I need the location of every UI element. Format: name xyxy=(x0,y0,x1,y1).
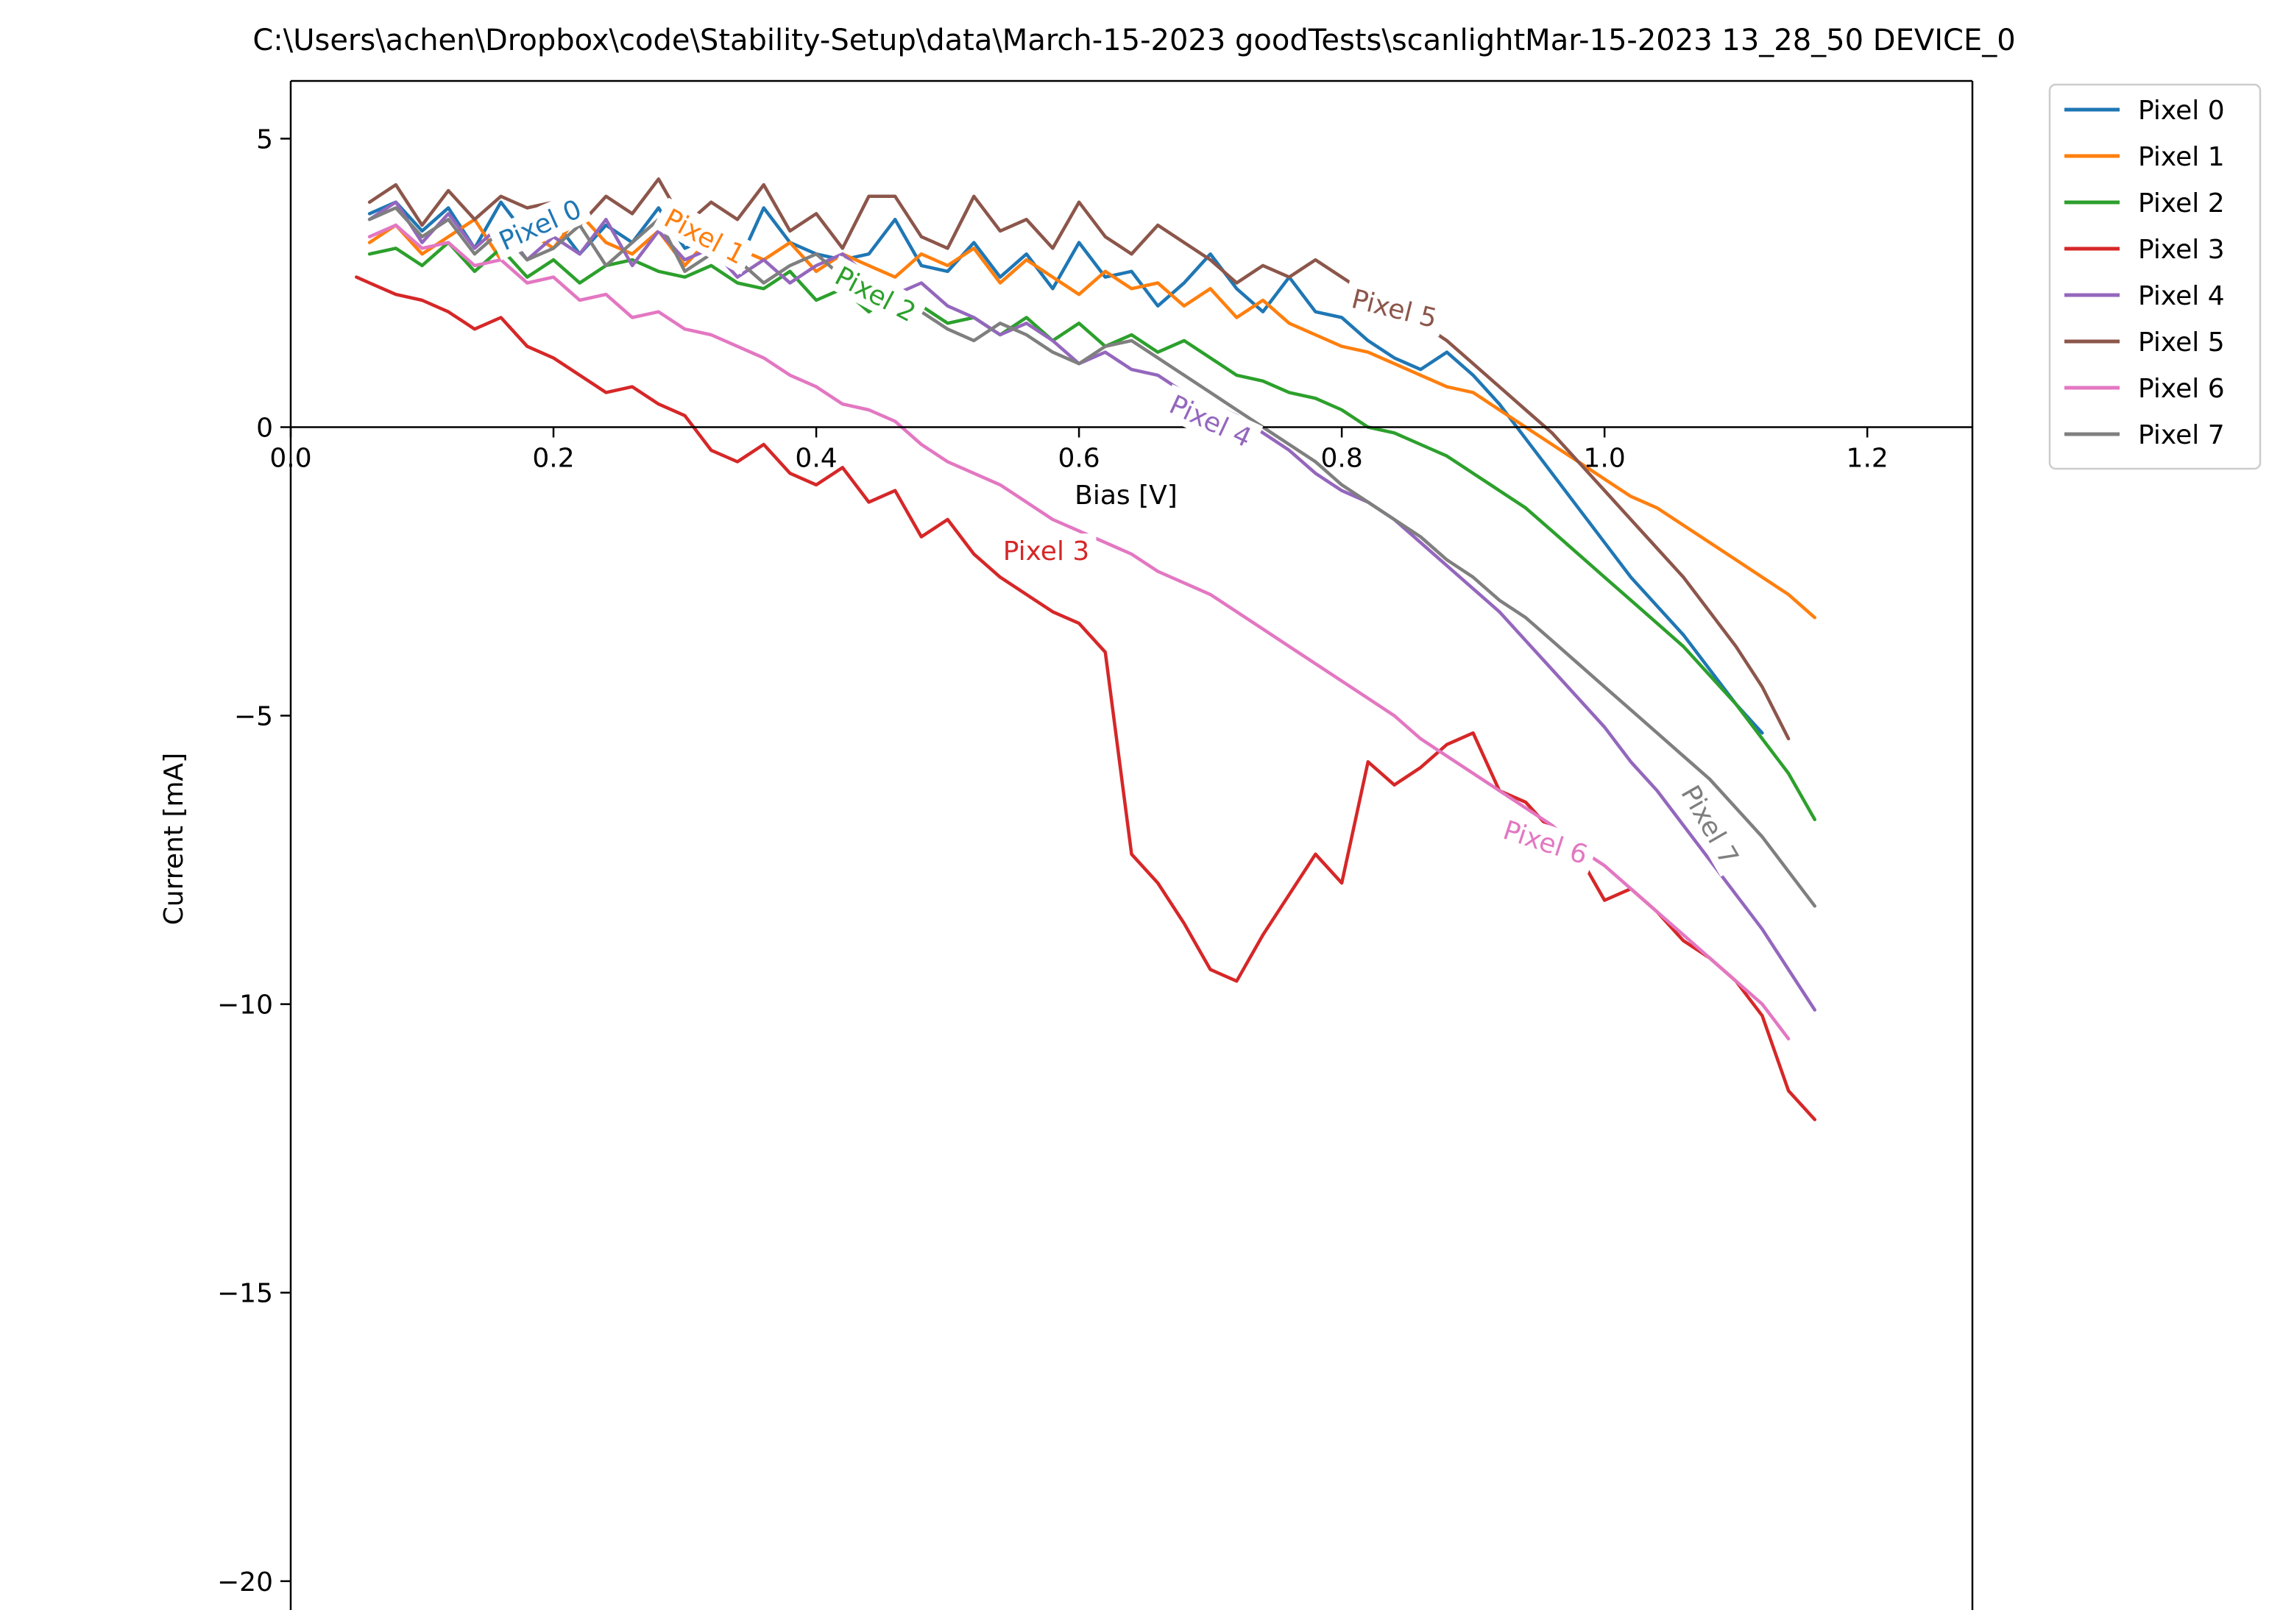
y-tick-label: 0 xyxy=(256,413,273,443)
inline-label-text: Pixel 3 xyxy=(1003,536,1090,567)
axes: 0.0 0.2 0.4 0.6 0.8 1.0 1.2 5 0 −5 −10 −15 −20 xyxy=(217,79,1974,1610)
plot-area xyxy=(355,177,1817,1121)
series-line-pixel-0 xyxy=(367,200,1764,735)
inline-label-pixel-5: Pixel 5 xyxy=(1342,279,1448,337)
x-tick-label: 0.6 xyxy=(1058,443,1100,473)
inline-label-text: Pixel 2 xyxy=(830,261,921,328)
x-tick-label: 0.0 xyxy=(269,443,311,473)
series-line-pixel-4 xyxy=(367,200,1817,1012)
inline-label-background xyxy=(824,255,928,333)
legend: Pixel 0 Pixel 1 Pixel 2 Pixel 3 Pixel 4 Pixel… xyxy=(2048,83,2262,470)
legend-entry-label: Pixel 1 xyxy=(2138,142,2225,172)
inline-label-text: Pixel 1 xyxy=(659,203,750,270)
inline-label-background xyxy=(652,197,757,275)
inline-label-background xyxy=(1670,773,1750,877)
x-tick-label: 0.2 xyxy=(532,443,574,473)
inline-label-background xyxy=(1493,810,1599,874)
inline-label-text: Pixel 4 xyxy=(1164,390,1256,454)
inline-label-background xyxy=(996,533,1097,568)
y-tick-label: −15 xyxy=(217,1279,273,1309)
inline-label-background xyxy=(1158,384,1264,458)
inline-label-pixel-3: Pixel 3 xyxy=(996,533,1097,568)
y-tick-label: −5 xyxy=(234,702,273,732)
legend-entry-label: Pixel 6 xyxy=(2138,374,2225,404)
series-line-pixel-3 xyxy=(355,275,1817,1121)
x-tick-label: 1.2 xyxy=(1847,443,1889,473)
series-line-pixel-2 xyxy=(367,241,1817,821)
chart-title: C:\Users\achen\Dropbox\code\Stability-Se… xyxy=(252,24,2015,57)
x-axis-label: Bias [V] xyxy=(1075,481,1178,511)
y-axis-label: Current [mA] xyxy=(159,753,189,925)
y-tick-label: −10 xyxy=(217,990,273,1021)
x-tick-label: 0.8 xyxy=(1320,443,1362,473)
series-line-pixel-7 xyxy=(367,206,1817,908)
legend-entry-label: Pixel 5 xyxy=(2138,327,2225,358)
legend-entry-label: Pixel 4 xyxy=(2138,281,2225,311)
x-tick-label: 1.0 xyxy=(1584,443,1626,473)
legend-box xyxy=(2048,83,2262,470)
legend-entry-label: Pixel 7 xyxy=(2138,420,2225,450)
legend-entry-label: Pixel 0 xyxy=(2138,96,2225,126)
inline-label-background xyxy=(487,188,593,260)
series-lines xyxy=(355,177,1817,1121)
inline-label-background xyxy=(1342,279,1448,337)
y-tick-label: −20 xyxy=(217,1567,273,1598)
inline-label-pixel-4: Pixel 4 xyxy=(1158,384,1264,458)
series-line-pixel-5 xyxy=(367,177,1791,741)
x-tick-label: 0.4 xyxy=(795,443,837,473)
series-line-pixel-6 xyxy=(367,223,1791,1040)
y-tick-label: 5 xyxy=(256,124,273,155)
legend-entry-label: Pixel 2 xyxy=(2138,188,2225,219)
legend-entry-label: Pixel 3 xyxy=(2138,235,2225,265)
